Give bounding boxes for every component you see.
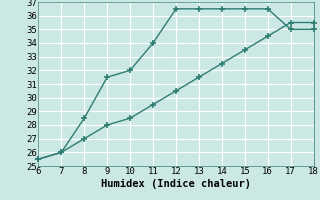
X-axis label: Humidex (Indice chaleur): Humidex (Indice chaleur) [101, 179, 251, 189]
